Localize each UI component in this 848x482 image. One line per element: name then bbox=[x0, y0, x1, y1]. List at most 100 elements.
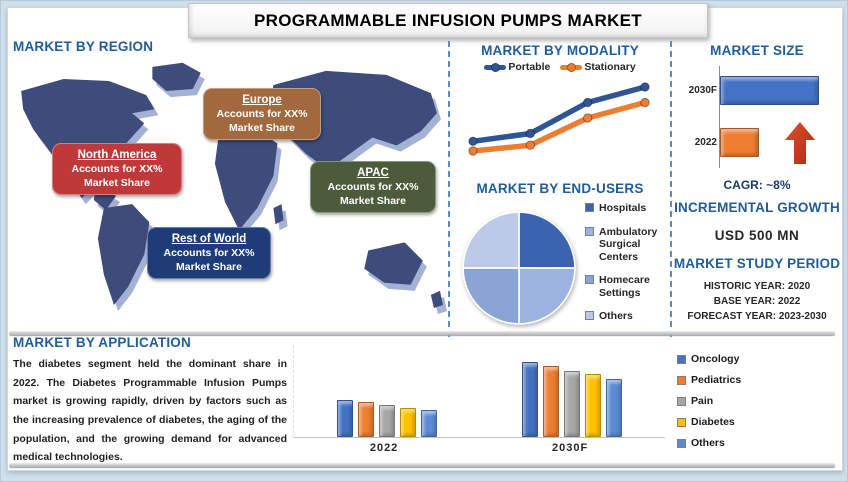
modality-legend: Portable Stationary bbox=[451, 61, 669, 73]
callout-europe: Europe Accounts for XX% Market Share bbox=[203, 88, 321, 140]
legend-item-ambulatory: Ambulatory Surgical Centers bbox=[585, 226, 669, 264]
callout-north-america: North America Accounts for XX% Market Sh… bbox=[52, 143, 182, 195]
historic-year: HISTORIC YEAR: 2020 bbox=[703, 281, 811, 292]
callout-line: Accounts for XX% bbox=[216, 108, 308, 120]
callout-apac: APAC Accounts for XX% Market Share bbox=[310, 161, 436, 213]
cagr-label: CAGR: ~8% bbox=[723, 178, 791, 192]
legend-item-portable: Portable bbox=[484, 61, 550, 73]
incremental-growth-value: USD 500 MN bbox=[714, 228, 800, 243]
end-users-legend: Hospitals Ambulatory Surgical Centers Ho… bbox=[579, 202, 669, 334]
legend-item-stationary: Stationary bbox=[560, 61, 636, 73]
incremental-growth-heading: INCREMENTAL GROWTH bbox=[674, 200, 840, 215]
modality-line-chart bbox=[468, 82, 650, 156]
callout-title: Rest of World bbox=[171, 233, 247, 245]
dashed-separator-left bbox=[448, 41, 450, 337]
horizontal-divider bbox=[9, 331, 835, 335]
callout-rest-of-world: Rest of World Accounts for XX% Market Sh… bbox=[147, 227, 271, 279]
legend-label: Homecare Settings bbox=[599, 274, 650, 299]
callout-title: Europe bbox=[242, 94, 282, 106]
legend-swatch-icon bbox=[585, 203, 594, 212]
line-marker-icon bbox=[560, 62, 583, 72]
study-period-heading: MARKET STUDY PERIOD bbox=[673, 256, 841, 271]
application-bar-chart: 2022 2030F bbox=[293, 345, 665, 457]
base-year: BASE YEAR: 2022 bbox=[713, 296, 801, 307]
legend-item-hospitals: Hospitals bbox=[585, 202, 669, 215]
world-map: North America Accounts for XX% Market Sh… bbox=[3, 55, 447, 337]
callout-line: Accounts for XX% bbox=[327, 181, 419, 193]
bar-oncology-2030f bbox=[522, 361, 539, 437]
application-plot-area bbox=[293, 345, 665, 438]
callout-line: Accounts for XX% bbox=[71, 163, 163, 175]
end-users-heading: MARKET BY END-USERS bbox=[476, 181, 644, 196]
bottom-divider bbox=[9, 463, 835, 467]
legend-item-oncology: Oncology bbox=[677, 353, 741, 365]
legend-swatch-icon bbox=[677, 417, 686, 427]
legend-swatch-icon bbox=[677, 375, 686, 385]
application-paragraph: The diabetes segment held the dominant s… bbox=[13, 358, 287, 464]
legend-label: Oncology bbox=[691, 353, 740, 365]
legend-item-others-app: Others bbox=[677, 437, 741, 449]
line-marker-icon bbox=[484, 62, 507, 72]
bar-pediatrics-2022 bbox=[357, 402, 374, 437]
bar-others-2022 bbox=[420, 410, 437, 437]
legend-label: Pain bbox=[691, 395, 714, 407]
callout-line: Accounts for XX% bbox=[163, 247, 255, 259]
study-period-lines: HISTORIC YEAR: 2020 BASE YEAR: 2022 FORE… bbox=[673, 279, 841, 324]
modality-heading: MARKET BY MODALITY bbox=[481, 43, 639, 58]
legend-label: Stationary bbox=[584, 61, 636, 73]
legend-label: Hospitals bbox=[599, 202, 647, 214]
callout-line: Market Share bbox=[84, 176, 150, 189]
application-axis-labels: 2022 2030F bbox=[293, 442, 665, 454]
bar-2022 bbox=[720, 128, 759, 157]
bar-diabetes-2030f bbox=[585, 374, 602, 437]
legend-label: Pediatrics bbox=[691, 374, 742, 386]
legend-item-diabetes: Diabetes bbox=[677, 416, 741, 428]
legend-item-pediatrics: Pediatrics bbox=[677, 374, 741, 386]
modality-section: MARKET BY MODALITY Portable Stationary bbox=[451, 43, 669, 174]
callout-title: APAC bbox=[357, 167, 389, 179]
market-size-heading: MARKET SIZE bbox=[710, 43, 804, 58]
legend-label: Portable bbox=[508, 61, 551, 73]
application-heading: MARKET BY APPLICATION bbox=[13, 335, 191, 350]
marker-dot-icon bbox=[491, 62, 501, 72]
marker-dot-icon bbox=[567, 62, 577, 72]
market-size-section: MARKET SIZE 2030F 2022 CAGR: ~8% INC bbox=[673, 43, 841, 324]
legend-label: Others bbox=[599, 310, 633, 322]
forecast-year: FORECAST YEAR: 2023-2030 bbox=[687, 311, 827, 322]
bar-group-2022 bbox=[336, 345, 437, 437]
bar-diabetes-2022 bbox=[399, 407, 416, 437]
callout-title: North America bbox=[77, 149, 157, 161]
bar-pediatrics-2030f bbox=[543, 366, 560, 437]
bar-pain-2030f bbox=[564, 370, 581, 437]
legend-swatch-icon bbox=[677, 396, 686, 406]
legend-swatch-icon bbox=[677, 438, 686, 448]
end-users-section: MARKET BY END-USERS Hospitals Ambulatory… bbox=[451, 181, 669, 334]
legend-label: Others bbox=[691, 437, 725, 449]
end-users-pie-chart bbox=[459, 208, 579, 328]
bar-label-2022: 2022 bbox=[694, 137, 717, 148]
legend-swatch-icon bbox=[677, 354, 686, 364]
bar-others-2030f bbox=[606, 379, 623, 437]
market-size-bar-chart: 2030F 2022 bbox=[679, 66, 841, 168]
bar-2030f bbox=[720, 76, 820, 105]
page-title: PROGRAMMABLE INFUSION PUMPS MARKET bbox=[188, 3, 708, 38]
legend-swatch-icon bbox=[585, 226, 594, 236]
legend-label: Ambulatory Surgical Centers bbox=[599, 225, 658, 263]
dashed-separator-right bbox=[670, 41, 672, 337]
callout-line: Market Share bbox=[176, 260, 242, 273]
callout-line: Market Share bbox=[340, 194, 406, 207]
region-section-heading: MARKET BY REGION bbox=[13, 39, 154, 54]
bar-pain-2022 bbox=[378, 404, 395, 437]
legend-item-homecare: Homecare Settings bbox=[585, 274, 669, 299]
bar-group-2030f bbox=[522, 345, 623, 437]
callout-line: Market Share bbox=[229, 121, 295, 134]
axis-line bbox=[719, 66, 720, 168]
axis-label-2030f: 2030F bbox=[551, 442, 589, 454]
legend-label: Diabetes bbox=[691, 416, 735, 428]
legend-swatch-icon bbox=[585, 311, 594, 320]
application-legend: Oncology Pediatrics Pain Diabetes Others bbox=[677, 353, 741, 458]
legend-item-pain: Pain bbox=[677, 395, 741, 407]
legend-item-others: Others bbox=[585, 310, 669, 323]
growth-arrow-icon bbox=[785, 122, 815, 164]
